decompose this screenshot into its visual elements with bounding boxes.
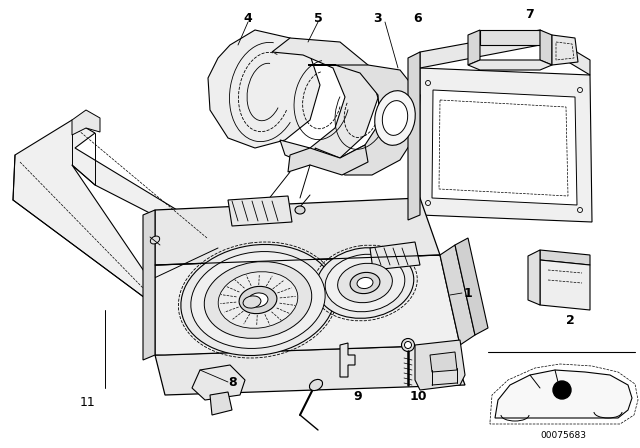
Ellipse shape — [350, 272, 380, 293]
Polygon shape — [495, 370, 632, 418]
Text: 5: 5 — [314, 12, 323, 25]
Polygon shape — [408, 52, 420, 220]
Ellipse shape — [325, 254, 405, 312]
Ellipse shape — [357, 277, 373, 289]
Ellipse shape — [375, 90, 415, 145]
Polygon shape — [540, 250, 590, 265]
Polygon shape — [370, 242, 420, 270]
Polygon shape — [420, 30, 590, 75]
Polygon shape — [13, 120, 218, 298]
Text: 4: 4 — [244, 12, 252, 25]
Ellipse shape — [191, 251, 325, 349]
Polygon shape — [155, 255, 460, 355]
Polygon shape — [155, 198, 440, 265]
Polygon shape — [430, 352, 457, 372]
Text: 00075683: 00075683 — [540, 431, 586, 439]
Polygon shape — [480, 30, 540, 45]
Text: 6: 6 — [413, 12, 422, 25]
Polygon shape — [468, 30, 480, 65]
Polygon shape — [192, 365, 245, 400]
Ellipse shape — [310, 379, 323, 391]
Ellipse shape — [218, 272, 298, 328]
Polygon shape — [415, 340, 465, 390]
Ellipse shape — [401, 339, 415, 352]
Polygon shape — [155, 345, 465, 395]
Polygon shape — [272, 38, 378, 165]
Ellipse shape — [404, 341, 412, 349]
Polygon shape — [228, 196, 292, 226]
Ellipse shape — [338, 263, 392, 303]
Polygon shape — [552, 35, 578, 65]
Text: 9: 9 — [354, 389, 362, 402]
Ellipse shape — [248, 293, 268, 307]
Polygon shape — [308, 65, 420, 175]
Polygon shape — [420, 68, 592, 222]
Polygon shape — [432, 90, 577, 205]
Polygon shape — [468, 60, 552, 70]
Text: 3: 3 — [374, 12, 382, 25]
Ellipse shape — [382, 101, 408, 135]
Polygon shape — [455, 238, 488, 335]
Polygon shape — [143, 210, 155, 360]
Text: 8: 8 — [228, 375, 237, 388]
Ellipse shape — [150, 236, 159, 244]
Polygon shape — [540, 30, 552, 65]
Text: 10: 10 — [409, 389, 427, 402]
Text: 7: 7 — [525, 8, 534, 21]
Polygon shape — [288, 145, 368, 175]
Polygon shape — [208, 30, 320, 148]
Ellipse shape — [204, 262, 312, 338]
Polygon shape — [440, 245, 475, 345]
Ellipse shape — [181, 245, 335, 356]
Circle shape — [553, 381, 571, 399]
Ellipse shape — [295, 206, 305, 214]
Ellipse shape — [239, 286, 277, 314]
Polygon shape — [540, 260, 590, 310]
Polygon shape — [528, 250, 540, 305]
Polygon shape — [210, 392, 232, 415]
Ellipse shape — [316, 248, 414, 319]
Ellipse shape — [243, 296, 261, 308]
Text: 2: 2 — [566, 314, 574, 327]
Text: 11: 11 — [80, 396, 96, 409]
Text: 1: 1 — [463, 287, 472, 300]
Polygon shape — [72, 110, 100, 135]
Polygon shape — [340, 343, 355, 377]
